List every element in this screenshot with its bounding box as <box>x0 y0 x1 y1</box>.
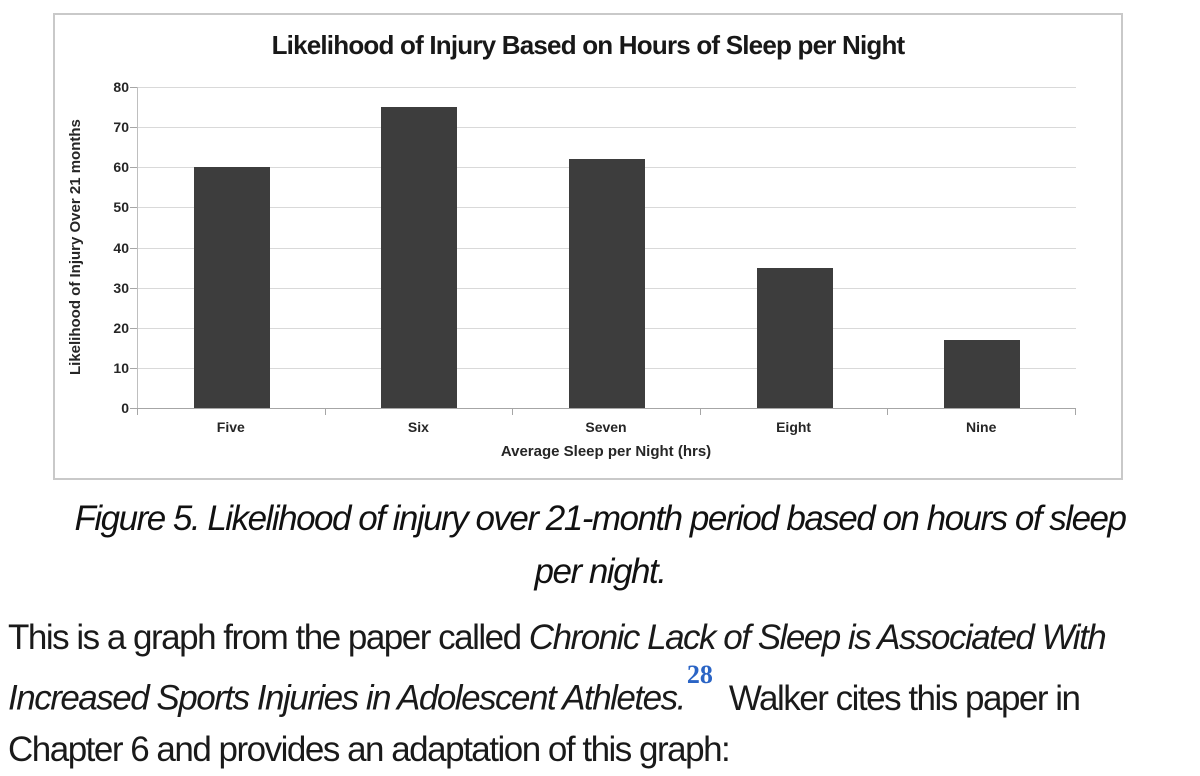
body-closing-text: Chapter 6 and provides an adaptation of … <box>8 729 731 769</box>
bar-eight <box>756 267 833 408</box>
y-tick-label-60: 60 <box>113 159 129 176</box>
x-tick-label-six: Six <box>407 419 429 435</box>
x-tick-label-seven: Seven <box>585 419 627 435</box>
body-paragraph: This is a graph from the paper called Ch… <box>8 612 1198 775</box>
x-tick-label-eight: Eight <box>776 419 812 435</box>
y-tick-label-50: 50 <box>113 199 129 216</box>
y-tick-mark-60 <box>130 167 137 169</box>
x-tick-mark-0 <box>137 409 138 415</box>
x-tick-mark-5 <box>1075 409 1076 415</box>
y-tick-mark-80 <box>130 87 137 88</box>
bar-six <box>381 107 458 408</box>
body-line-3: Chapter 6 and provides an adaptation of … <box>8 724 1198 775</box>
x-tick-mark-4 <box>887 409 889 415</box>
chart-title: Likelihood of Injury Based on Hours of S… <box>271 30 906 60</box>
y-tick-label-0: 0 <box>121 400 129 416</box>
y-tick-label-20: 20 <box>113 319 129 336</box>
y-tick-label-40: 40 <box>113 239 129 256</box>
bar-five <box>193 167 270 408</box>
y-tick-label-70: 70 <box>113 119 129 136</box>
y-tick-mark-10 <box>130 367 137 369</box>
y-tick-mark-50 <box>130 207 137 209</box>
body-line-2: Increased Sports Injuries in Adolescent … <box>8 660 1198 724</box>
caption-line-1: Figure 5. Likelihood of injury over 21-m… <box>74 499 1127 538</box>
paper-title-part-2: Increased Sports Injuries in Adolescent … <box>8 678 686 718</box>
gridline-80 <box>138 87 1076 88</box>
y-axis-title: Likelihood of Injury Over 21 months <box>67 119 84 376</box>
plot-area <box>137 87 1076 408</box>
x-axis-line <box>131 408 1076 409</box>
citation-superscript[interactable]: 28 <box>686 660 713 689</box>
body-line-1: This is a graph from the paper called Ch… <box>8 612 1198 663</box>
bar-seven <box>569 159 645 408</box>
y-tick-label-10: 10 <box>113 359 129 376</box>
x-axis-title: Average Sleep per Night (hrs) <box>500 443 712 460</box>
y-tick-mark-20 <box>130 327 137 329</box>
injury-sleep-bar-chart: Likelihood of Injury Based on Hours of S… <box>53 13 1123 480</box>
paper-title-part-1: Chronic Lack of Sleep is Associated With <box>528 618 1107 657</box>
x-tick-mark-1 <box>324 409 326 415</box>
body-intro-text: This is a graph from the paper called <box>8 618 529 657</box>
x-tick-label-nine: Nine <box>966 419 997 435</box>
y-tick-mark-40 <box>130 247 137 249</box>
y-tick-mark-70 <box>130 127 137 129</box>
body-after-citation-text: Walker cites this paper in <box>728 678 1081 718</box>
x-tick-mark-2 <box>512 409 514 415</box>
figure-caption: Figure 5. Likelihood of injury over 21-m… <box>0 492 1200 598</box>
x-tick-label-five: Five <box>216 419 245 435</box>
y-tick-mark-30 <box>130 287 137 289</box>
y-tick-label-80: 80 <box>113 79 129 95</box>
x-tick-mark-3 <box>699 409 701 415</box>
bar-nine <box>944 339 1021 408</box>
gridline-70 <box>138 127 1076 129</box>
caption-line-2: per night. <box>534 552 667 591</box>
y-tick-label-30: 30 <box>113 279 129 296</box>
